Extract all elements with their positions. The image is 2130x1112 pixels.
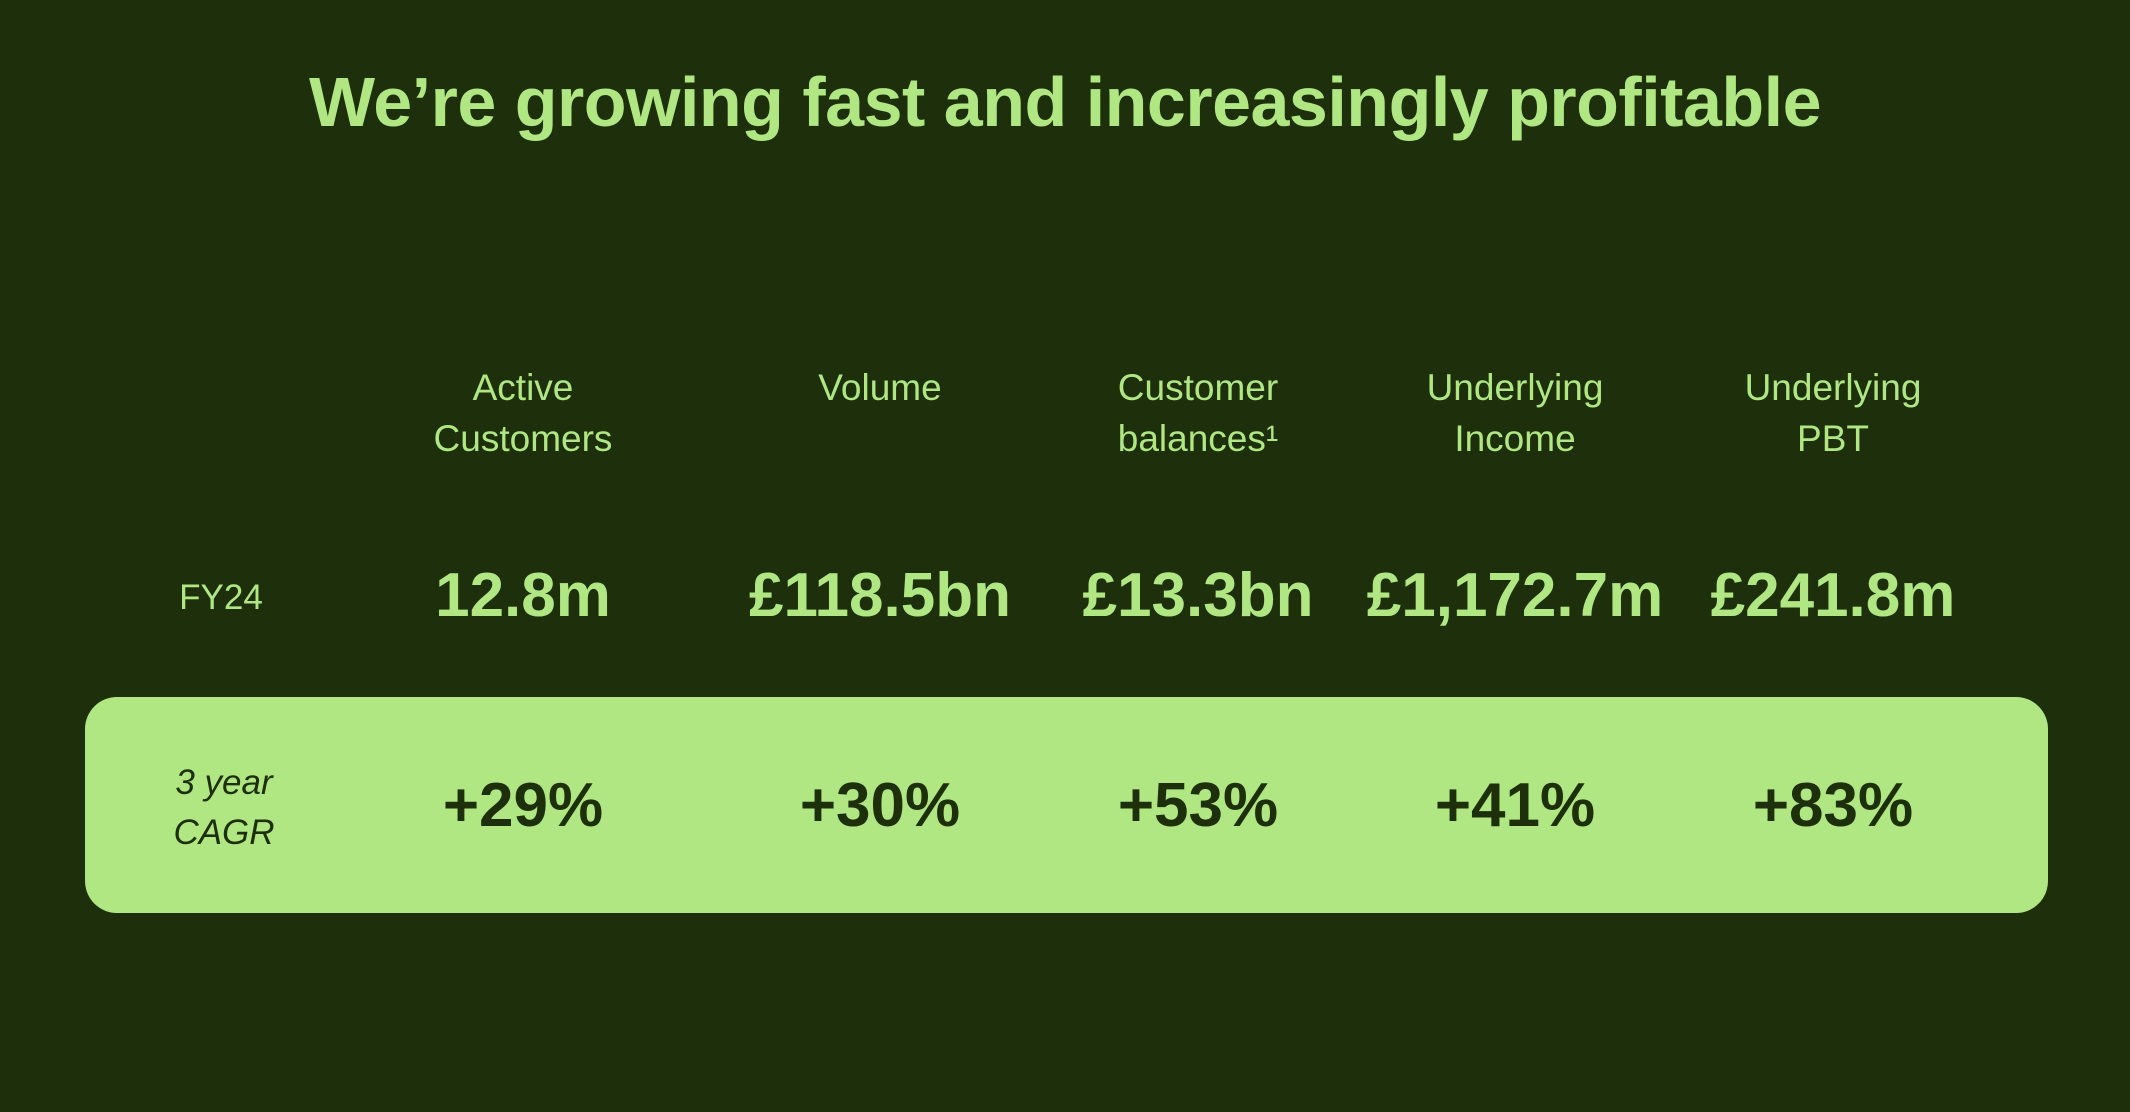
column-header-volume: Volume — [818, 367, 942, 408]
fy24-customer-balances-value: £13.3bn — [1082, 561, 1314, 630]
cagr-underlying-income-value: +41% — [1434, 771, 1596, 840]
fy24-underlying-pbt-value: £241.8m — [1710, 561, 1956, 630]
cagr-active-customers-value: +29% — [442, 771, 604, 840]
page-title: We’re growing fast and increasingly prof… — [308, 63, 1822, 141]
cagr-row-label: 3 year CAGR — [173, 763, 275, 852]
column-header-customer-balances: Customer balances¹ — [1117, 367, 1279, 459]
fy24-volume-value: £118.5bn — [749, 561, 1011, 630]
fy24-active-customers-value: 12.8m — [435, 561, 611, 630]
cagr-highlight-band — [85, 697, 2048, 913]
column-header-underlying-income: Underlying Income — [1426, 367, 1604, 459]
column-header-underlying-pbt: Underlying PBT — [1744, 367, 1922, 459]
fy24-row-label: FY24 — [179, 578, 263, 617]
cagr-volume-value: +30% — [799, 771, 961, 840]
fy24-underlying-income-value: £1,172.7m — [1366, 561, 1664, 630]
column-header-active-customers: Active Customers — [433, 367, 613, 459]
cagr-underlying-pbt-value: +83% — [1752, 771, 1914, 840]
cagr-customer-balances-value: +53% — [1117, 771, 1279, 840]
